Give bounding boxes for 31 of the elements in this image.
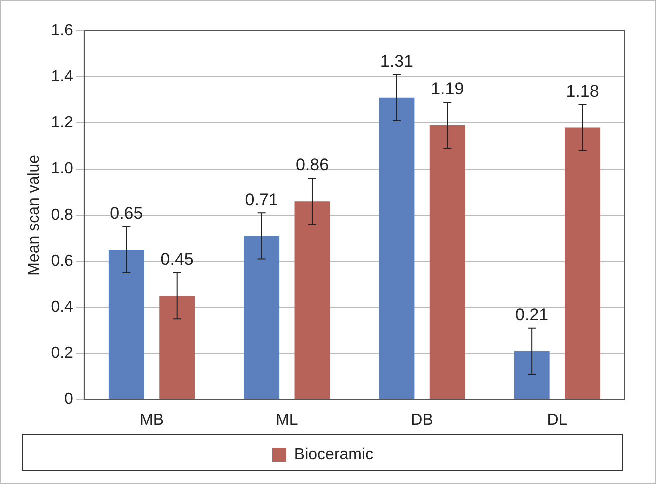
y-tick-label: 0.6: [51, 252, 74, 270]
bar: [565, 128, 601, 400]
y-tick-label: 0.4: [51, 299, 74, 316]
data-label: 0.71: [245, 190, 278, 210]
data-label: 0.86: [296, 156, 330, 175]
bar: [244, 236, 280, 400]
x-tick-label: DB: [411, 412, 434, 429]
y-tick-label: 0.8: [51, 206, 74, 224]
y-tick-label: 1.6: [51, 22, 74, 40]
legend-label: Bioceramic: [294, 446, 374, 464]
y-tick-label: 1.0: [51, 160, 74, 178]
bar: [294, 202, 330, 400]
data-label: 0.65: [110, 204, 144, 224]
x-tick-label: ML: [276, 412, 298, 429]
y-tick-label: 0.2: [51, 345, 74, 362]
bar: [160, 296, 196, 400]
bar: [108, 250, 144, 400]
bar: [379, 98, 415, 400]
bar: [514, 351, 550, 400]
y-axis-title: Mean scan value: [26, 154, 44, 276]
x-tick-label: MB: [140, 412, 164, 429]
y-tick-label: 1.2: [51, 114, 74, 132]
y-tick-label: 0: [64, 391, 74, 408]
data-label: 0.45: [160, 250, 194, 270]
bar: [430, 126, 466, 400]
data-label: 1.19: [431, 80, 464, 99]
data-label: 1.18: [566, 82, 600, 101]
data-label: 1.31: [380, 52, 414, 71]
data-label: 0.21: [516, 306, 549, 325]
y-tick-label: 1.4: [51, 68, 74, 86]
x-tick-label: DL: [547, 412, 568, 429]
